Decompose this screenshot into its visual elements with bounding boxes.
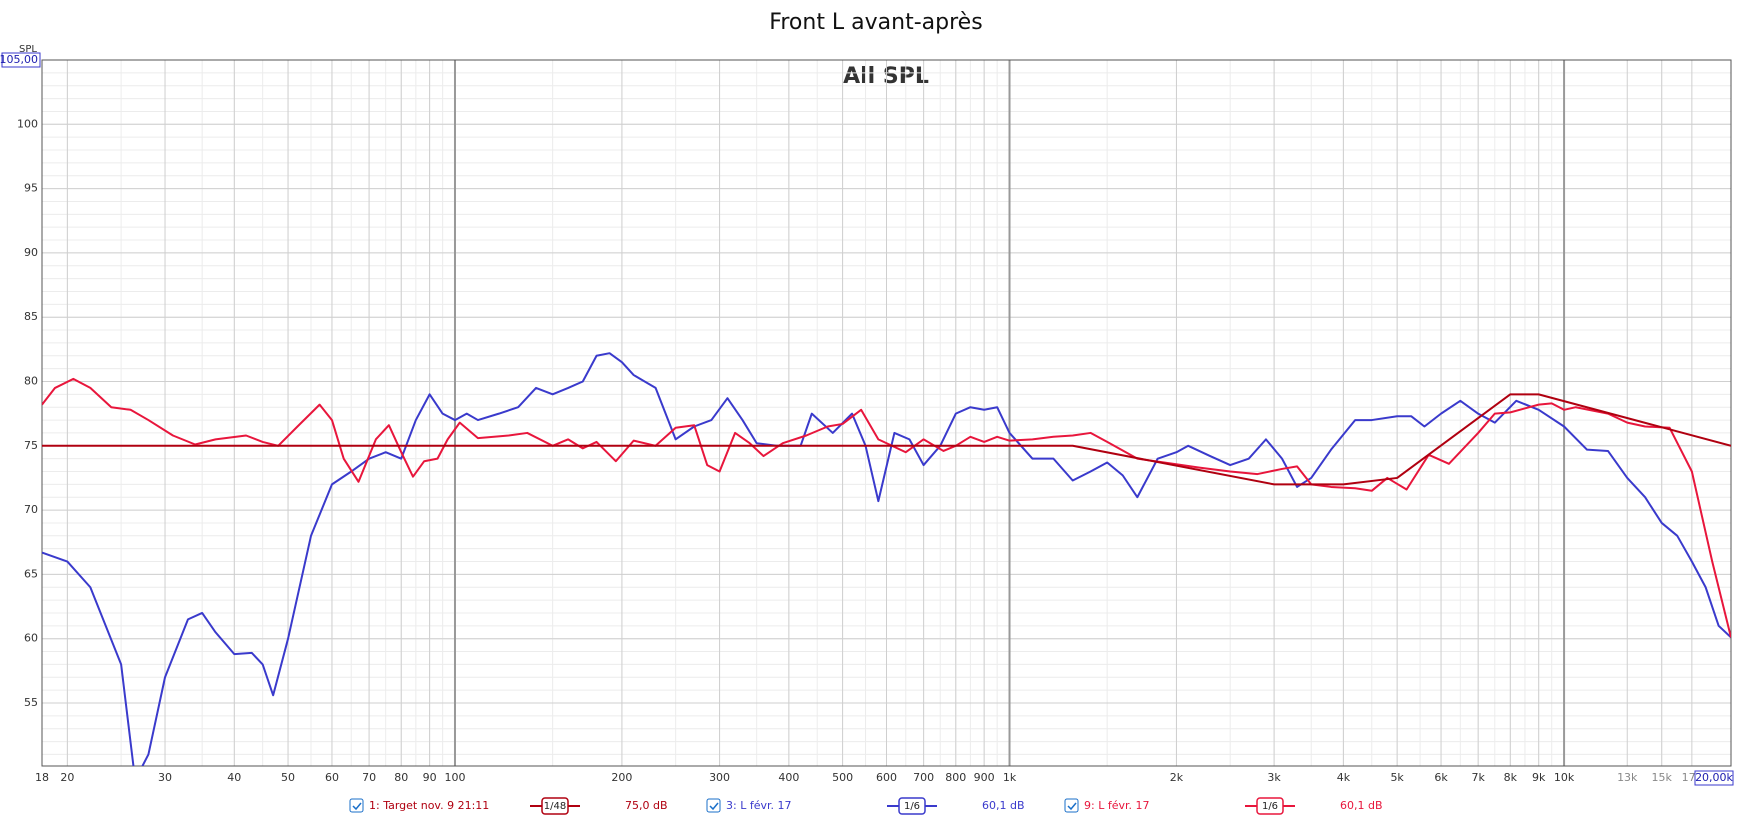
legend-label: 1: Target nov. 9 21:11 bbox=[369, 799, 489, 812]
legend-label: 3: L févr. 17 bbox=[726, 799, 791, 812]
legend-offset: 60,1 dB bbox=[982, 799, 1025, 812]
legend-offset: 75,0 dB bbox=[625, 799, 668, 812]
x-tick-label: 3k bbox=[1267, 771, 1281, 784]
chart-title: Front L avant-après bbox=[769, 10, 982, 35]
legend-check bbox=[352, 802, 362, 811]
x-tick-label: 10k bbox=[1554, 771, 1575, 784]
x-tick-label: 18 bbox=[35, 771, 49, 784]
legend-offset: 60,1 dB bbox=[1340, 799, 1383, 812]
legend-checkbox[interactable] bbox=[349, 798, 364, 813]
y-tick-label: 90 bbox=[24, 246, 38, 259]
x-tick-label: 300 bbox=[709, 771, 730, 784]
legend-checkbox[interactable] bbox=[706, 798, 721, 813]
legend-smoothing-box bbox=[1256, 797, 1284, 815]
legend-label: 9: L févr. 17 bbox=[1084, 799, 1149, 812]
series-line bbox=[42, 352, 1731, 766]
series-line bbox=[42, 393, 1731, 486]
x-tick-label: 900 bbox=[974, 771, 995, 784]
x-tick-label: 4k bbox=[1337, 771, 1351, 784]
axis-end-box bbox=[1694, 770, 1734, 786]
y-tick-label: 60 bbox=[24, 632, 38, 645]
x-tick-label: 800 bbox=[945, 771, 966, 784]
x-tick-label: 15k bbox=[1652, 771, 1673, 784]
x-tick-label: 20,00k bbox=[1695, 771, 1733, 784]
x-tick-label: 13k bbox=[1617, 771, 1638, 784]
legend-smoothing-box bbox=[898, 797, 926, 815]
x-tick-label: 7k bbox=[1471, 771, 1485, 784]
y-tick-label: 55 bbox=[24, 696, 38, 709]
x-tick-label: 90 bbox=[423, 771, 437, 784]
y-tick-label: 105,00 bbox=[0, 53, 38, 66]
legend-checkbox[interactable] bbox=[1064, 798, 1079, 813]
x-tick-label: 30 bbox=[158, 771, 172, 784]
x-tick-label: 5k bbox=[1390, 771, 1404, 784]
y-tick-label: 85 bbox=[24, 310, 38, 323]
legend-smoothing-box bbox=[541, 797, 569, 815]
x-tick-label: 700 bbox=[913, 771, 934, 784]
legend-check bbox=[1067, 802, 1077, 811]
x-tick-label: 600 bbox=[876, 771, 897, 784]
y-tick-label: 65 bbox=[24, 567, 38, 580]
y-tick-label: 75 bbox=[24, 439, 38, 452]
y-tick-label: 95 bbox=[24, 182, 38, 195]
x-tick-label: 6k bbox=[1434, 771, 1448, 784]
legend-smoothing: 1/6 bbox=[1262, 801, 1278, 812]
x-tick-label: 2k bbox=[1170, 771, 1184, 784]
x-tick-label: 400 bbox=[778, 771, 799, 784]
y-axis-label: SPL bbox=[19, 44, 37, 55]
y-tick-label: 70 bbox=[24, 503, 38, 516]
legend-smoothing: 1/48 bbox=[544, 801, 566, 812]
x-tick-label: 8k bbox=[1504, 771, 1518, 784]
legend-check bbox=[709, 802, 719, 811]
x-tick-label: 1k bbox=[1003, 771, 1017, 784]
x-tick-label: 9k bbox=[1532, 771, 1546, 784]
x-tick-label: 40 bbox=[227, 771, 241, 784]
y-tick-label: 80 bbox=[24, 374, 38, 387]
legend-smoothing: 1/6 bbox=[904, 801, 920, 812]
x-tick-label: 100 bbox=[444, 771, 465, 784]
x-tick-label: 80 bbox=[394, 771, 408, 784]
x-tick-label: 20 bbox=[60, 771, 74, 784]
x-tick-label: 70 bbox=[362, 771, 376, 784]
x-tick-label: 200 bbox=[611, 771, 632, 784]
x-tick-label: 60 bbox=[325, 771, 339, 784]
plot-frame bbox=[41, 59, 1732, 767]
y-tick-label: 100 bbox=[17, 117, 38, 130]
x-tick-label: 50 bbox=[281, 771, 295, 784]
axis-end-box bbox=[1, 52, 41, 68]
x-tick-label: 500 bbox=[832, 771, 853, 784]
